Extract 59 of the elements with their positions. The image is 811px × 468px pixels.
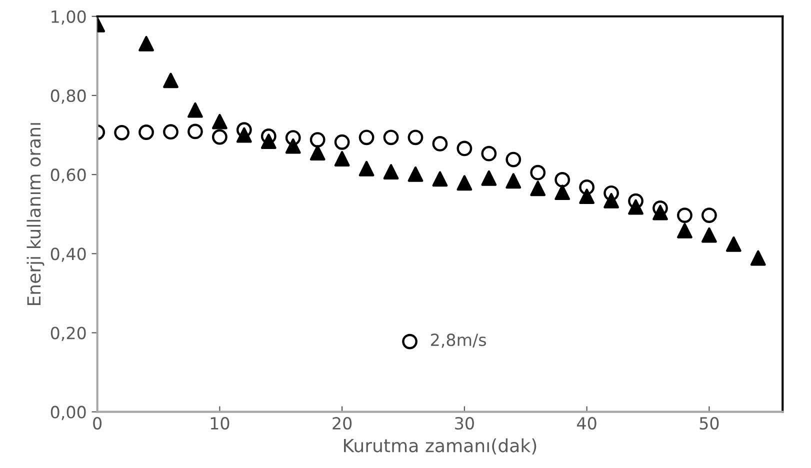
x-tick-label: 20 <box>332 416 352 430</box>
y-tick-label: 0,40 <box>50 248 86 262</box>
point <box>652 204 668 220</box>
point <box>506 152 522 168</box>
point <box>285 138 301 154</box>
point <box>163 124 178 140</box>
point <box>188 102 203 118</box>
point <box>236 127 252 143</box>
x-axis-title: Kurutma zamanı(dak) <box>344 438 536 454</box>
point <box>506 173 522 189</box>
point <box>628 199 644 215</box>
point <box>114 124 130 140</box>
x-tick-label: 10 <box>210 416 230 430</box>
point <box>677 223 692 238</box>
y-axis-title: Enerji kullanım oranı <box>26 123 44 306</box>
point <box>408 166 424 182</box>
point <box>260 134 276 150</box>
y-tick-label: 0,20 <box>50 326 86 342</box>
point <box>334 151 350 166</box>
y-tick-label: 0,00 <box>50 406 86 420</box>
point <box>358 130 374 146</box>
point <box>677 208 692 223</box>
y-tick-label: 1,00 <box>52 10 86 25</box>
point <box>432 171 448 187</box>
point <box>530 180 546 196</box>
point <box>212 114 228 130</box>
point <box>750 250 766 266</box>
point <box>310 132 326 148</box>
point <box>163 72 178 88</box>
point <box>334 134 350 150</box>
x-tick-label: 40 <box>577 416 596 430</box>
point <box>481 146 497 162</box>
point <box>456 140 472 156</box>
point <box>383 130 399 146</box>
point <box>138 36 154 52</box>
x-tick-label: 0 <box>93 416 102 430</box>
point <box>726 236 742 252</box>
x-tick-label: 50 <box>700 416 719 430</box>
y-tick-label: 0,80 <box>50 89 86 104</box>
point <box>554 184 570 200</box>
point <box>530 164 546 180</box>
point <box>408 130 424 146</box>
y-tick-label: 0,60 <box>50 168 86 183</box>
point <box>358 160 374 176</box>
legend-label: 2,8m/s <box>431 334 486 348</box>
point <box>212 129 228 145</box>
point <box>383 164 399 180</box>
point <box>579 188 595 204</box>
point <box>554 172 570 188</box>
point <box>138 124 154 140</box>
point <box>481 170 497 186</box>
point <box>432 136 448 152</box>
point <box>701 208 717 223</box>
point <box>604 192 619 208</box>
point <box>188 124 203 140</box>
point <box>456 175 472 191</box>
x-tick-label: 30 <box>455 416 474 430</box>
point <box>701 227 717 243</box>
point <box>310 145 326 161</box>
